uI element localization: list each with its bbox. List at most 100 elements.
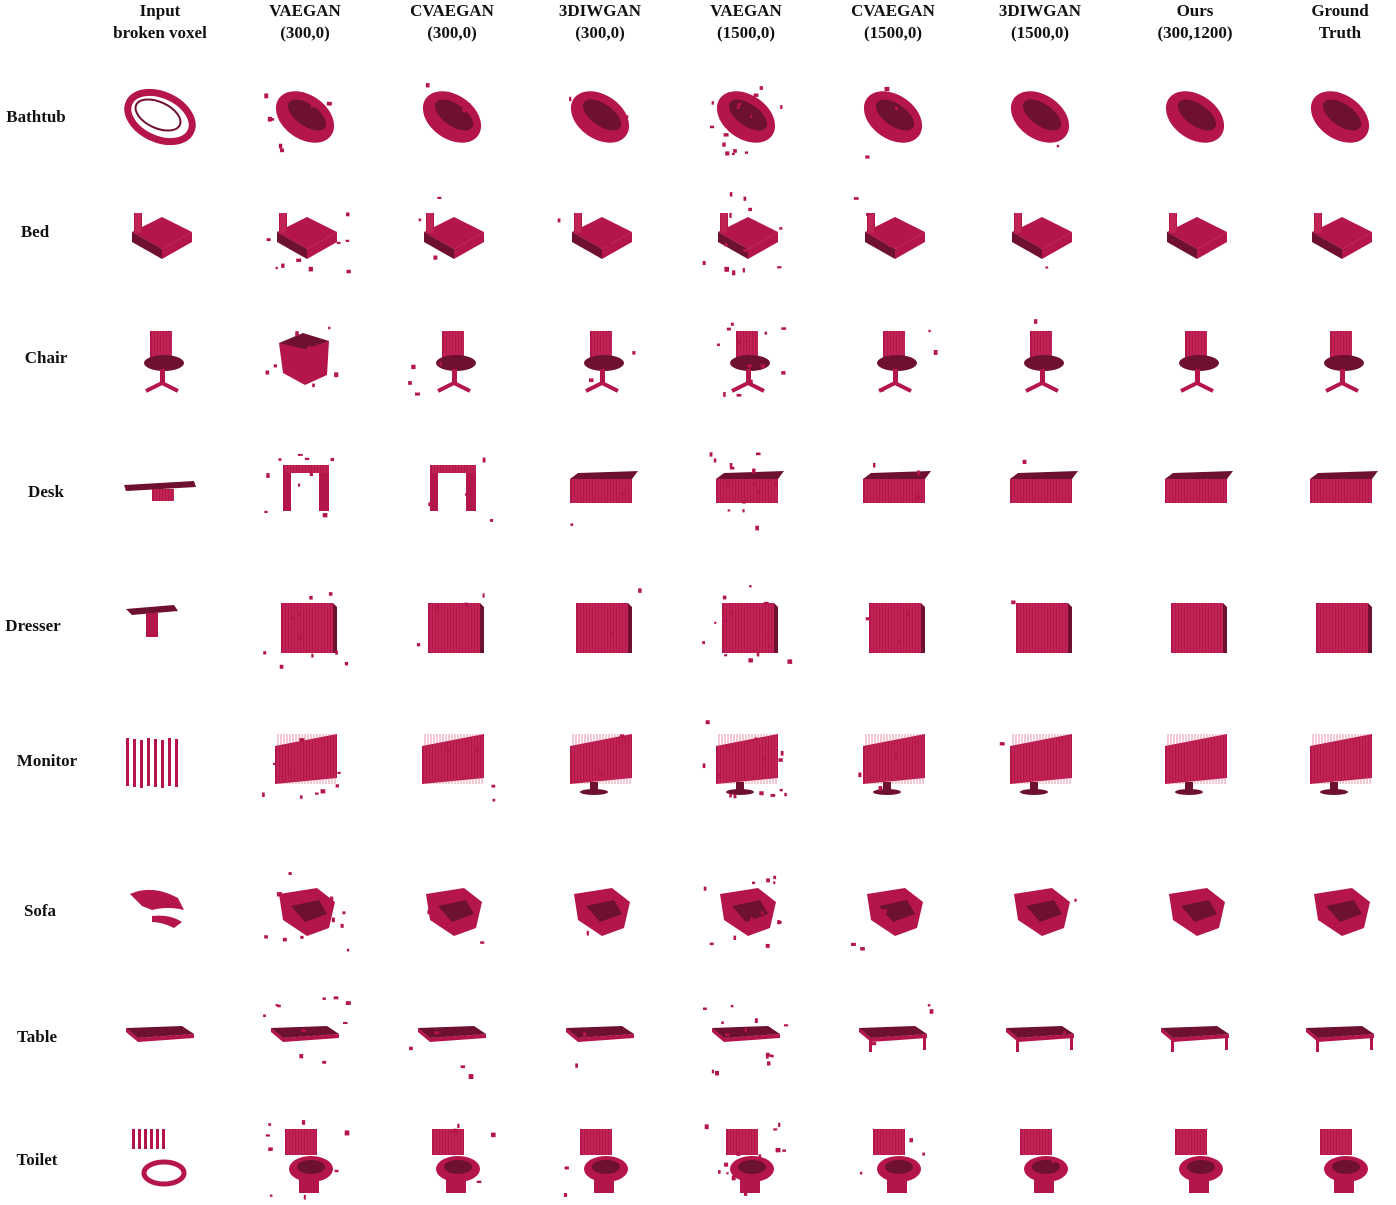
voxel-render — [132, 213, 192, 259]
voxel-dresser-4 — [552, 581, 648, 671]
voxel-render — [264, 453, 335, 518]
voxel-toilet-9 — [1292, 1115, 1388, 1205]
voxel-render — [126, 1026, 194, 1042]
voxel-tub-7 — [992, 72, 1088, 162]
voxel-render — [1169, 888, 1225, 936]
voxel-render — [704, 1122, 786, 1196]
voxel-render — [1010, 91, 1070, 148]
voxel-render — [422, 734, 496, 802]
voxel-render — [408, 331, 476, 396]
voxel-render — [584, 331, 636, 393]
voxel-sofa-1 — [112, 866, 208, 956]
voxel-render — [1165, 734, 1227, 795]
voxel-render — [1161, 1026, 1229, 1052]
voxel-render — [126, 605, 178, 637]
voxel-bed-8 — [1147, 187, 1243, 277]
voxel-render — [416, 593, 485, 653]
voxel-dresser-1 — [112, 581, 208, 671]
voxel-monitor-2 — [257, 716, 353, 806]
voxel-render — [853, 197, 925, 259]
voxel-render — [263, 996, 351, 1064]
column-header-line1: CVAEGAN — [410, 1, 494, 20]
voxel-render — [428, 457, 494, 522]
column-header-line2: (1500,0) — [1010, 23, 1070, 42]
voxel-render — [863, 86, 923, 159]
voxel-chair-1 — [112, 313, 208, 403]
column-header-line1: 3DIWGAN — [998, 1, 1082, 20]
voxel-toilet-8 — [1147, 1115, 1243, 1205]
voxel-table-6 — [845, 992, 941, 1082]
voxel-desk-3 — [404, 447, 500, 537]
voxel-desk-2 — [257, 447, 353, 537]
voxel-render — [1310, 471, 1378, 503]
voxel-chair-7 — [992, 313, 1088, 403]
voxel-sofa-4 — [552, 866, 648, 956]
voxel-render — [566, 1026, 634, 1068]
row-label-desk: Desk — [28, 482, 64, 501]
voxel-monitor-8 — [1147, 716, 1243, 806]
voxel-chair-5 — [698, 313, 794, 403]
voxel-bed-3 — [404, 187, 500, 277]
voxel-render — [702, 1004, 789, 1076]
voxel-render — [124, 481, 196, 501]
voxel-chair-2 — [257, 313, 353, 403]
voxel-render — [130, 889, 184, 928]
voxel-render — [709, 452, 784, 531]
voxel-desk-6 — [845, 447, 941, 537]
voxel-toilet-2 — [257, 1115, 353, 1205]
voxel-render — [144, 331, 184, 393]
voxel-dresser-5 — [698, 581, 794, 671]
column-header-line1: VAEGAN — [710, 1, 782, 20]
voxel-dresser-2 — [257, 581, 353, 671]
column-header-line1: VAEGAN — [269, 1, 341, 20]
column-header-line2: (300,0) — [575, 23, 625, 42]
column-header-line1: Input — [139, 1, 181, 20]
voxel-table-4 — [552, 992, 648, 1082]
voxel-bed-9 — [1292, 187, 1388, 277]
voxel-sofa-5 — [698, 866, 794, 956]
voxel-monitor-9 — [1292, 716, 1388, 806]
voxel-toilet-6 — [845, 1115, 941, 1205]
row-label-chair: Chair — [24, 348, 68, 367]
voxel-bed-7 — [992, 187, 1088, 277]
voxel-render — [850, 888, 923, 951]
voxel-render — [563, 1129, 628, 1197]
column-header: Ours (300,1200) — [1120, 0, 1270, 44]
voxel-sofa-6 — [845, 866, 941, 956]
voxel-render — [426, 888, 485, 944]
voxel-render — [1167, 213, 1227, 259]
voxel-render — [999, 734, 1072, 795]
voxel-render — [262, 734, 341, 799]
voxel-desk-5 — [698, 447, 794, 537]
voxel-render — [709, 86, 783, 156]
voxel-chair-3 — [404, 313, 500, 403]
column-header: Ground Truth — [1265, 0, 1396, 44]
voxel-tub-9 — [1292, 72, 1388, 162]
voxel-render — [1014, 888, 1077, 936]
voxel-render — [264, 872, 350, 952]
voxel-render — [702, 585, 793, 664]
voxel-dresser-9 — [1292, 581, 1388, 671]
voxel-render — [1306, 1026, 1374, 1052]
voxel-render — [1324, 331, 1364, 393]
voxel-render — [422, 83, 482, 143]
column-header-line2: (300,0) — [427, 23, 477, 42]
voxel-desk-9 — [1292, 447, 1388, 537]
column-header-line1: CVAEGAN — [851, 1, 935, 20]
voxel-table-2 — [257, 992, 353, 1082]
voxel-render — [859, 1004, 934, 1052]
column-header: CVAEGAN (1500,0) — [818, 0, 968, 44]
voxel-render — [576, 588, 642, 653]
column-header: 3DIWGAN (1500,0) — [965, 0, 1115, 44]
voxel-render — [264, 91, 335, 153]
voxel-toilet-5 — [698, 1115, 794, 1205]
voxel-render — [265, 1120, 350, 1200]
voxel-bed-2 — [257, 187, 353, 277]
voxel-desk-4 — [552, 447, 648, 537]
voxel-render — [702, 720, 787, 799]
voxel-monitor-3 — [404, 716, 500, 806]
voxel-render — [265, 326, 339, 388]
voxel-desk-7 — [992, 447, 1088, 537]
row-label-toilet: Toilet — [16, 1150, 58, 1169]
voxel-render — [124, 88, 196, 146]
